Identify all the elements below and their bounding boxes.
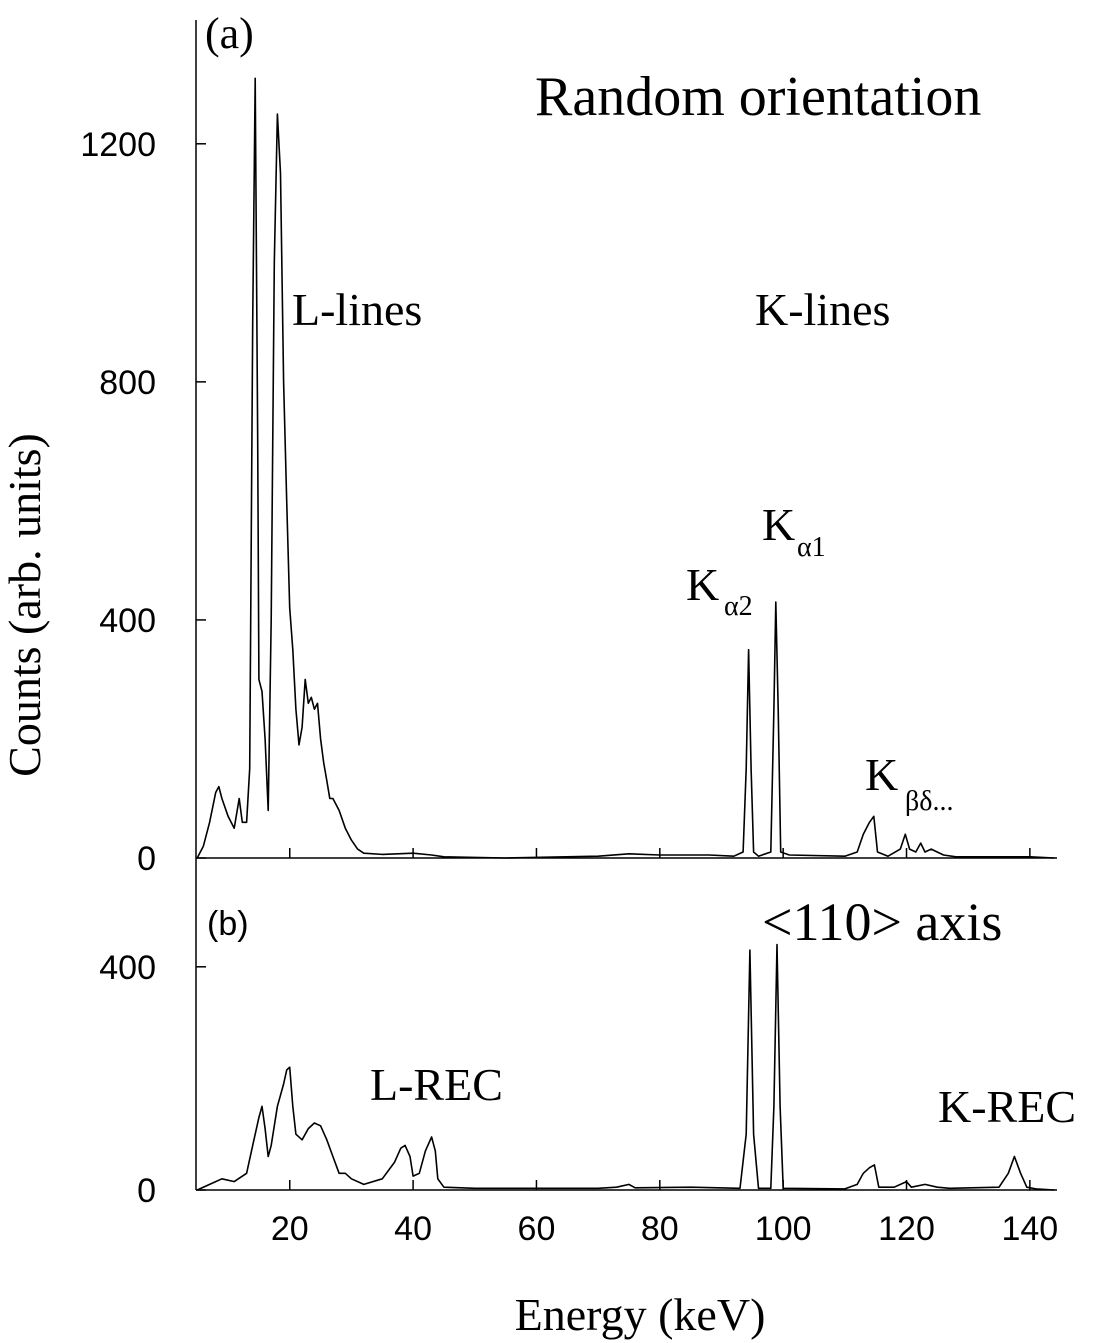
annotation: K-REC bbox=[938, 1081, 1076, 1132]
y-tick-label: 1200 bbox=[80, 126, 156, 164]
y-tick-label: 0 bbox=[137, 840, 156, 878]
x-tick-label: 40 bbox=[394, 1210, 432, 1248]
annotation: K bbox=[865, 749, 898, 800]
y-axis-label: Counts (arb. units) bbox=[0, 433, 50, 777]
annotation: K-lines bbox=[755, 284, 890, 335]
x-tick-label: 100 bbox=[755, 1210, 812, 1248]
panel-label: (b) bbox=[207, 905, 249, 943]
x-tick-label: 60 bbox=[518, 1210, 556, 1248]
annotation-subscript: α1 bbox=[797, 532, 826, 563]
spectrum-line bbox=[196, 943, 1055, 1191]
x-tick-label: 140 bbox=[1001, 1210, 1058, 1248]
panel-title: Random orientation bbox=[535, 66, 981, 128]
annotation-subscript: α2 bbox=[724, 591, 753, 622]
x-tick-label: 20 bbox=[271, 1210, 309, 1248]
y-tick-label: 400 bbox=[99, 602, 156, 640]
panel-label: (a) bbox=[205, 9, 254, 58]
y-tick-label: 400 bbox=[99, 949, 156, 987]
x-tick-label: 80 bbox=[641, 1210, 679, 1248]
annotation-subscript: βδ... bbox=[905, 786, 953, 817]
spectrum-line bbox=[196, 77, 1055, 859]
panel-title: <110> axis bbox=[762, 892, 1002, 952]
x-axis-label: Energy (keV) bbox=[515, 1289, 766, 1340]
annotation: L-lines bbox=[292, 284, 422, 335]
y-tick-label: 800 bbox=[99, 364, 156, 402]
annotation: K bbox=[762, 499, 795, 550]
annotation: K bbox=[686, 559, 719, 610]
annotation: L-REC bbox=[370, 1059, 503, 1110]
y-tick-label: 0 bbox=[137, 1172, 156, 1210]
x-tick-label: 120 bbox=[878, 1210, 935, 1248]
